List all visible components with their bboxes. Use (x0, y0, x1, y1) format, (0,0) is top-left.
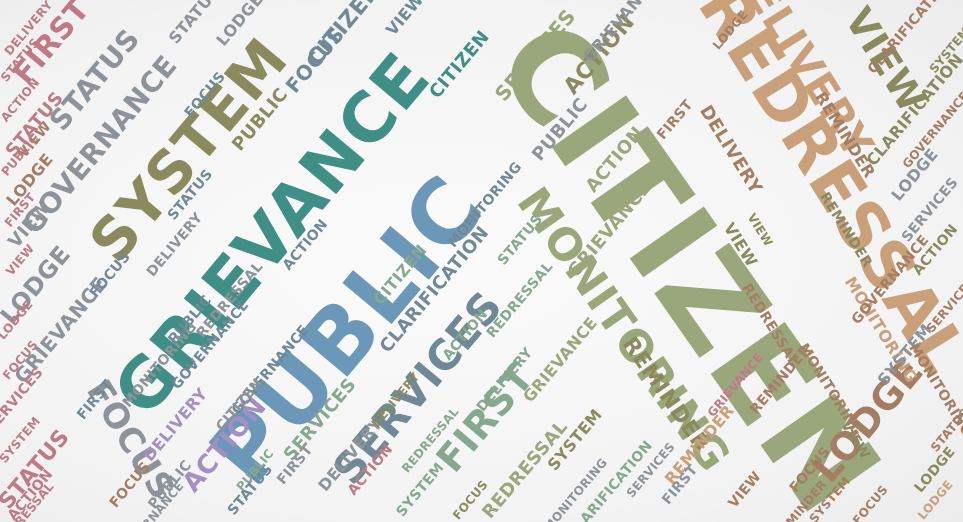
cloud-word-view: VIEW (381, 0, 428, 40)
cloud-word-system: SYSTEM (392, 459, 448, 521)
cloud-word-focus: FOCUS (449, 477, 491, 522)
